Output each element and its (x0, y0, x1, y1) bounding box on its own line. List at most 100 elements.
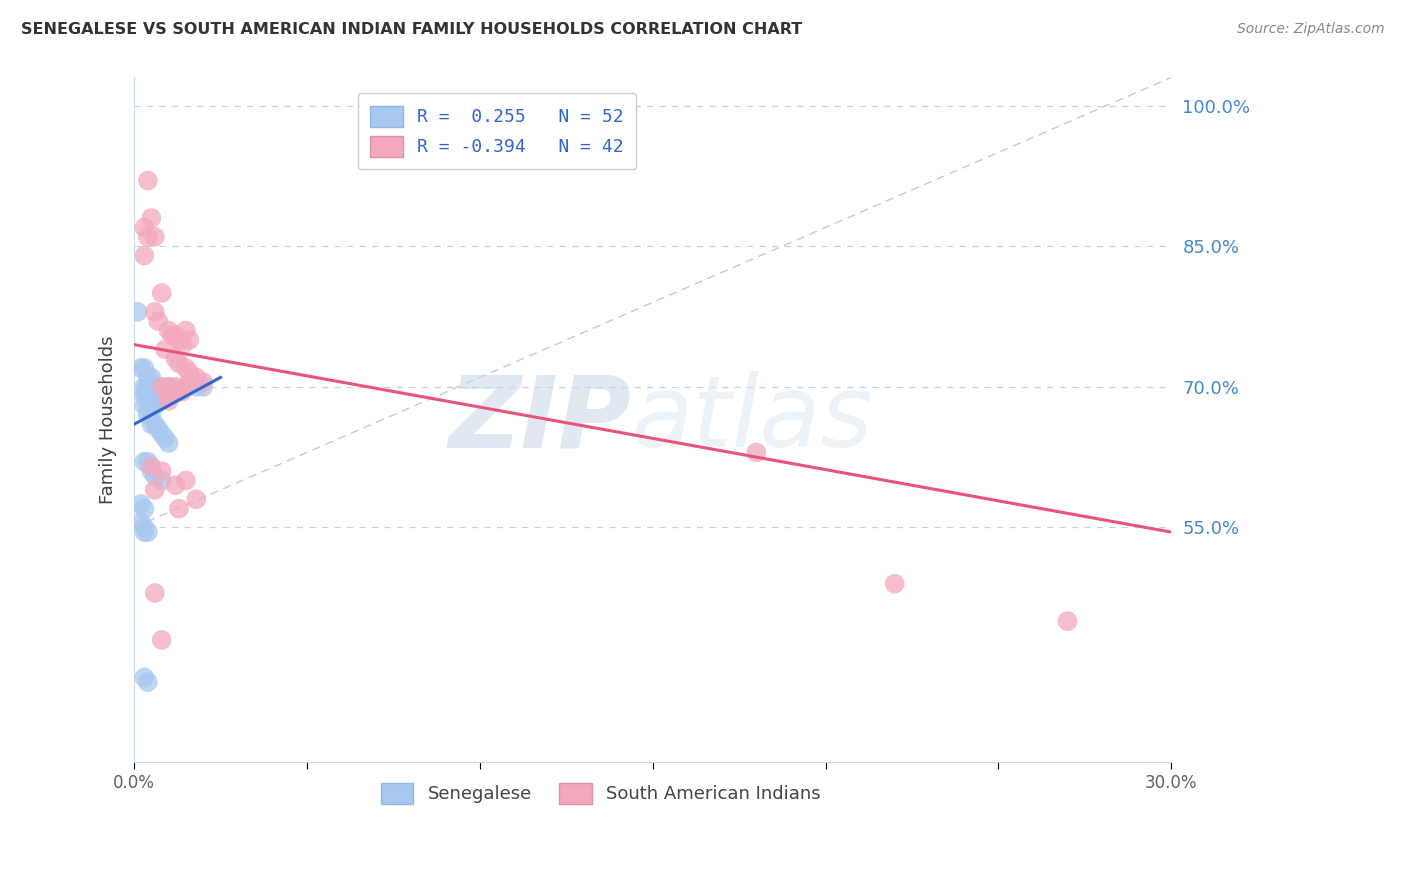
Point (186, 492, 208, 507)
Point (148, 314, 170, 328)
Point (141, 459, 163, 474)
Point (157, 380, 180, 394)
Point (134, 670, 156, 684)
Text: Source: ZipAtlas.com: Source: ZipAtlas.com (1237, 22, 1385, 37)
Point (134, 501, 156, 516)
Point (141, 211, 163, 225)
Point (174, 380, 197, 394)
Legend: Senegalese, South American Indians: Senegalese, South American Indians (370, 772, 831, 814)
Point (143, 468, 166, 483)
Point (134, 220, 156, 235)
Point (167, 333, 190, 347)
Point (134, 361, 156, 376)
Point (165, 380, 187, 394)
Point (143, 483, 166, 497)
Point (143, 305, 166, 319)
Point (150, 464, 173, 478)
Point (127, 305, 149, 319)
Point (134, 248, 156, 262)
Point (172, 337, 194, 351)
Text: ZIP: ZIP (449, 371, 631, 468)
Text: atlas: atlas (631, 371, 873, 468)
Point (143, 399, 166, 413)
Point (179, 333, 201, 347)
Point (129, 361, 152, 376)
Point (883, 576, 905, 591)
Point (157, 436, 180, 450)
Point (136, 229, 159, 244)
Point (167, 501, 190, 516)
Point (136, 173, 159, 187)
Point (150, 384, 173, 399)
Point (167, 384, 190, 399)
Point (167, 356, 190, 370)
Point (136, 675, 159, 690)
Point (165, 478, 187, 492)
Point (141, 399, 163, 413)
Point (179, 366, 201, 380)
Point (134, 384, 156, 399)
Point (157, 389, 180, 403)
Point (160, 384, 183, 399)
Point (150, 474, 173, 488)
Point (165, 351, 187, 366)
Point (157, 380, 180, 394)
Point (134, 399, 156, 413)
Point (1056, 614, 1078, 628)
Point (174, 324, 197, 338)
Point (148, 380, 170, 394)
Point (172, 384, 194, 399)
Point (136, 403, 159, 417)
Point (153, 389, 176, 403)
Point (136, 455, 159, 469)
Point (150, 426, 173, 441)
Point (148, 389, 170, 403)
Point (136, 370, 159, 384)
Point (150, 286, 173, 301)
Point (186, 370, 208, 384)
Point (157, 324, 180, 338)
Point (134, 389, 156, 403)
Point (129, 516, 152, 530)
Point (136, 389, 159, 403)
Point (150, 632, 173, 647)
Point (186, 380, 208, 394)
Y-axis label: Family Households: Family Households (100, 335, 117, 504)
Point (141, 389, 163, 403)
Text: SENEGALESE VS SOUTH AMERICAN INDIAN FAMILY HOUSEHOLDS CORRELATION CHART: SENEGALESE VS SOUTH AMERICAN INDIAN FAMI… (21, 22, 803, 37)
Point (141, 380, 163, 394)
Point (134, 525, 156, 540)
Point (136, 525, 159, 540)
Point (745, 445, 768, 459)
Point (143, 417, 166, 432)
Point (143, 389, 166, 403)
Point (141, 464, 163, 478)
Point (134, 520, 156, 534)
Point (143, 380, 166, 394)
Point (136, 380, 159, 394)
Point (141, 417, 163, 432)
Point (150, 393, 173, 408)
Point (150, 380, 173, 394)
Point (143, 229, 166, 244)
Point (174, 361, 197, 376)
Point (157, 389, 180, 403)
Point (141, 408, 163, 422)
Point (174, 474, 197, 488)
Point (153, 431, 176, 445)
Point (143, 586, 166, 600)
Point (136, 408, 159, 422)
Point (141, 370, 163, 384)
Point (165, 328, 187, 343)
Point (153, 343, 176, 357)
Point (129, 497, 152, 511)
Point (134, 455, 156, 469)
Point (193, 375, 215, 389)
Point (148, 422, 170, 436)
Point (174, 380, 197, 394)
Point (160, 328, 183, 343)
Point (157, 393, 180, 408)
Point (193, 380, 215, 394)
Point (165, 384, 187, 399)
Point (134, 380, 156, 394)
